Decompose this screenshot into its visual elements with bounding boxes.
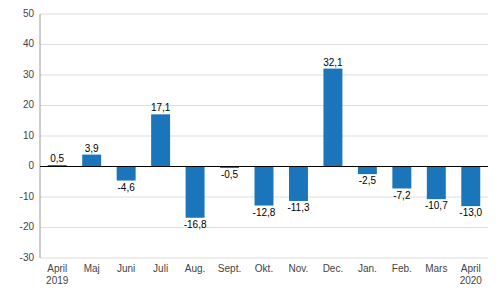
y-tick-label: 0 — [28, 160, 34, 171]
x-tick-label-line: 2019 — [46, 275, 69, 286]
y-tick-label: -30 — [20, 252, 35, 263]
bar — [289, 167, 308, 201]
y-axis: -30 -20 -10 0 10 20 30 40 50 — [20, 8, 40, 263]
x-tick-label-line: Jan. — [358, 263, 377, 274]
x-tick-label-line: Okt. — [255, 263, 273, 274]
bar — [461, 167, 480, 207]
grid-line — [40, 105, 488, 106]
x-axis: April2019MajJuniJuliAug.Sept.Okt.Nov.Dec… — [46, 263, 482, 286]
x-tick-label: Aug. — [185, 263, 206, 274]
data-labels: 0,5 3,9 -4,6 17,1 -16,8 -0,5 -12,8 -11,3 32,1 -2,… — [50, 57, 482, 230]
data-label: -2,5 — [359, 175, 377, 186]
x-tick-label-line: Feb. — [392, 263, 412, 274]
zero-line — [40, 166, 488, 167]
y-tick-label: 30 — [23, 69, 35, 80]
y-tick-label: 20 — [23, 99, 35, 110]
data-label: -10,7 — [425, 200, 448, 211]
x-tick-label-line: April — [47, 263, 67, 274]
bar — [82, 155, 101, 167]
x-tick-label-line: Nov. — [289, 263, 309, 274]
data-label: -0,5 — [221, 169, 239, 180]
bar — [255, 167, 274, 206]
bar — [117, 167, 136, 181]
x-tick-label: Mars — [425, 263, 447, 274]
data-label: 17,1 — [151, 102, 171, 113]
grid-line — [40, 75, 488, 76]
x-tick-label: Jan. — [358, 263, 377, 274]
data-label: -4,6 — [118, 182, 136, 193]
y-tick-label: 50 — [23, 8, 35, 19]
x-tick-label: Feb. — [392, 263, 412, 274]
x-tick-label-line: Juli — [153, 263, 168, 274]
y-tick-label: -10 — [20, 191, 35, 202]
data-label: 3,9 — [85, 143, 99, 154]
x-tick-label-line: Dec. — [323, 263, 344, 274]
bars — [48, 69, 480, 218]
x-tick-label-line: Aug. — [185, 263, 206, 274]
x-tick-label-line: Juni — [117, 263, 135, 274]
grid-line — [40, 14, 488, 15]
x-tick-label: Sept. — [218, 263, 241, 274]
data-label: -13,0 — [459, 207, 482, 218]
chart-svg: -30 -20 -10 0 10 20 30 40 50 0,5 3,9 -4,6 17,1 -16,8 -… — [0, 0, 500, 300]
data-label: -11,3 — [287, 202, 309, 213]
x-tick-label: Juli — [153, 263, 168, 274]
bar — [358, 167, 377, 175]
data-label: 0,5 — [50, 153, 64, 164]
x-tick-label-line: 2020 — [460, 275, 483, 286]
bar — [392, 167, 411, 189]
data-label: -12,8 — [253, 207, 276, 218]
y-axis-line — [40, 14, 41, 258]
y-tick-label: 40 — [23, 38, 35, 49]
x-tick-label-line: April — [461, 263, 481, 274]
y-tick-label: 10 — [23, 130, 35, 141]
chart-container: -30 -20 -10 0 10 20 30 40 50 0,5 3,9 -4,6 17,1 -16,8 -… — [0, 0, 500, 300]
data-label: -7,2 — [393, 190, 411, 201]
bar — [151, 114, 170, 166]
x-tick-label-line: Sept. — [218, 263, 241, 274]
data-label: 32,1 — [323, 57, 343, 68]
bar — [427, 167, 446, 200]
x-tick-label: Okt. — [255, 263, 273, 274]
page: {"chart_data": {"type": "bar", "categori… — [0, 0, 500, 300]
grid-line — [40, 136, 488, 137]
grid — [40, 14, 488, 258]
x-tick-label: Nov. — [289, 263, 309, 274]
x-tick-label: April2020 — [460, 263, 483, 286]
bar — [186, 167, 205, 218]
data-label: -16,8 — [184, 219, 207, 230]
x-tick-label: Juni — [117, 263, 135, 274]
x-tick-label: April2019 — [46, 263, 69, 286]
y-tick-label: -20 — [20, 221, 35, 232]
x-tick-label-line: Maj — [84, 263, 100, 274]
x-tick-label: Maj — [84, 263, 100, 274]
x-tick-label-line: Mars — [425, 263, 447, 274]
bar — [323, 69, 342, 167]
grid-line — [40, 227, 488, 228]
x-tick-label: Dec. — [323, 263, 344, 274]
grid-line — [40, 258, 488, 259]
grid-line — [40, 166, 488, 167]
grid-line — [40, 44, 488, 45]
